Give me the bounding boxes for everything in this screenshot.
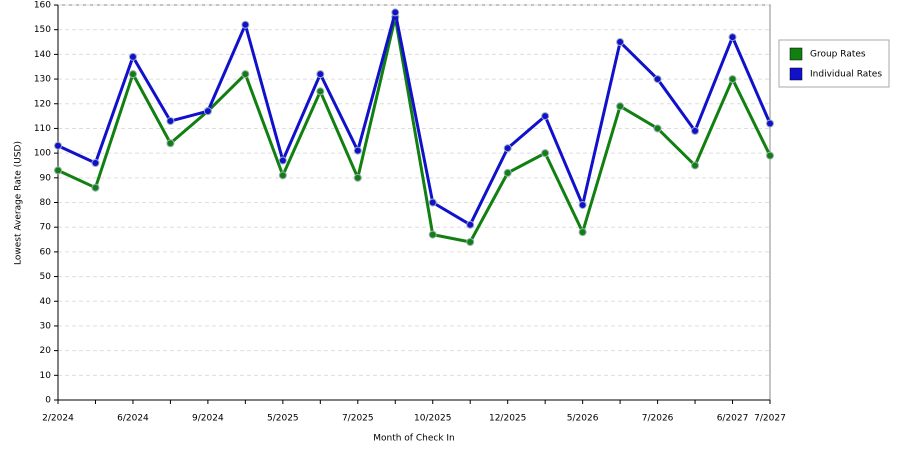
data-point [316,87,325,96]
data-point [503,168,512,177]
series-line [57,15,772,244]
x-tick-label: 9/2024 [192,414,224,424]
data-point [578,200,587,209]
y-tick-label: 160 [34,1,51,11]
data-point [54,141,62,150]
data-point [391,8,400,17]
y-tick-label: 80 [40,198,52,208]
y-tick-label: 30 [40,321,52,331]
data-point [91,159,100,167]
data-point [541,149,550,158]
data-point [616,38,625,47]
data-point [353,173,362,182]
legend-swatch [789,47,803,61]
data-point [728,75,737,84]
y-tick-label: 130 [34,75,51,85]
y-tick-label: 20 [40,346,52,356]
x-tick-label: 12/2025 [489,414,526,424]
y-tick-label: 150 [34,25,51,35]
data-point [278,171,287,180]
data-point [541,112,550,121]
data-point [691,161,700,170]
y-tick-label: 140 [34,50,51,60]
x-tick-label: 5/2025 [267,414,299,424]
data-point [578,228,587,237]
data-point [428,198,437,207]
y-tick-label: 110 [34,124,51,134]
series-line [57,10,772,227]
x-tick-label: 7/2025 [342,414,374,424]
data-point [241,20,250,29]
y-tick-label: 100 [34,149,51,159]
x-tick-label: 7/2027 [754,414,786,424]
x-tick-label: 10/2025 [414,414,451,424]
data-point [166,139,175,148]
data-point [91,183,100,192]
data-point [428,230,437,239]
data-point [54,166,62,175]
y-tick-label: 0 [45,396,51,406]
y-tick-label: 70 [40,223,52,233]
data-point [316,70,325,79]
x-tick-label: 2/2024 [42,414,74,424]
x-tick-label: 7/2026 [642,414,674,424]
y-axis-label: Lowest Average Rate (USD) [14,141,24,265]
legend-label: Individual Rates [810,70,882,80]
data-point [241,70,250,79]
y-tick-label: 40 [40,297,52,307]
data-point [616,102,625,111]
data-point [353,146,362,155]
data-point [203,107,212,116]
legend-label: Group Rates [810,50,866,60]
data-point [728,33,737,42]
data-point [278,156,287,165]
y-tick-label: 120 [34,99,51,109]
data-point [766,119,774,128]
data-point [691,126,700,135]
y-tick-label: 60 [40,247,52,257]
y-tick-label: 90 [40,173,52,183]
data-point [653,75,662,84]
x-tick-label: 5/2026 [567,414,599,424]
data-point [128,52,137,61]
y-tick-label: 10 [40,371,52,381]
x-tick-label: 6/2024 [117,414,149,424]
y-tick-label: 50 [40,272,52,282]
data-point [128,70,137,79]
legend-swatch [789,67,803,81]
x-axis-label: Month of Check In [373,434,455,444]
data-point [766,151,774,160]
data-point [503,144,512,153]
data-point [466,220,475,229]
data-point [653,124,662,133]
data-point [466,238,475,246]
data-point [166,117,175,126]
x-tick-label: 6/2027 [717,414,749,424]
